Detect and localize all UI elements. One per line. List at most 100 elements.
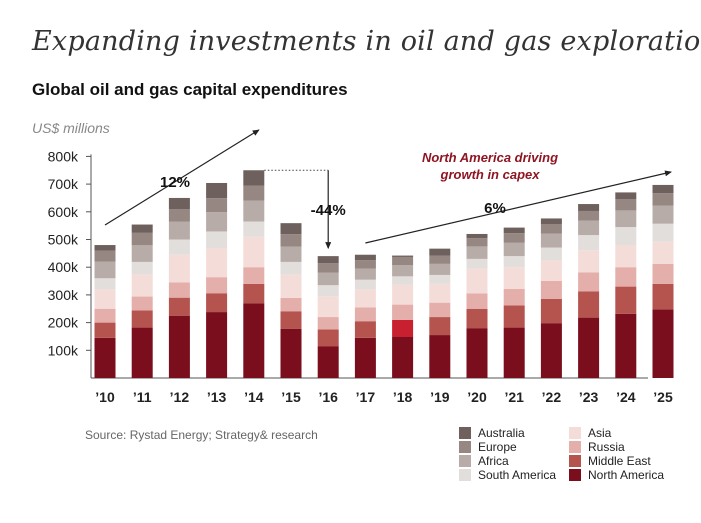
- bar-segment-africa: [392, 265, 414, 277]
- bar-segment-asia: [317, 296, 339, 318]
- bar-segment-africa: [466, 246, 488, 259]
- bar-segment-north-america: [429, 335, 451, 378]
- bar-segment-middle-east: [578, 291, 600, 318]
- bar-segment-north-america: [652, 309, 674, 378]
- bar-segment-africa: [131, 245, 153, 262]
- bar-segment-middle-east: [94, 322, 116, 338]
- bar-segment-australia: [354, 254, 376, 261]
- bar-segment-south-america: [131, 261, 153, 275]
- legend-swatch-asia: [569, 427, 581, 439]
- trend-arrow-12: [104, 129, 260, 226]
- bar-segment-russia: [168, 282, 190, 298]
- bar-segment-australia: [540, 218, 562, 224]
- bar-segment-australia: [652, 184, 674, 194]
- y-tick-label: 600k: [48, 204, 79, 220]
- legend-swatch-middle-east: [569, 455, 581, 467]
- bar-segment-africa: [540, 233, 562, 248]
- bar-segment-europe: [503, 233, 525, 243]
- bar-segment-north-america: [503, 327, 525, 378]
- bar-segment-europe: [615, 199, 637, 211]
- bar-segment-middle-east: [652, 283, 674, 310]
- bar-segment-asia: [652, 241, 674, 264]
- legend-item-australia: Australia: [459, 426, 556, 440]
- x-tick-label: ’15: [281, 389, 301, 405]
- legend-column-1: Australia Europe Africa South America: [459, 426, 556, 482]
- bar-segment-asia: [466, 268, 488, 294]
- legend-swatch-europe: [459, 441, 471, 453]
- bar-segment-south-america: [429, 274, 451, 284]
- x-tick-label: ’17: [356, 389, 376, 405]
- bars-layer: [94, 170, 674, 378]
- bar-segment-middle-east: [168, 297, 190, 316]
- legend-item-north-america: North America: [569, 468, 664, 482]
- x-tick-label: ’10: [95, 389, 115, 405]
- bar-segment-russia: [206, 277, 228, 294]
- bar-segment-north-america: [578, 317, 600, 378]
- y-tick-label: 200k: [48, 315, 79, 331]
- legend-column-2: Asia Russia Middle East North America: [569, 426, 664, 482]
- legend-item-south-america: South America: [459, 468, 556, 482]
- x-tick-label: ’22: [542, 389, 562, 405]
- y-tick-label: 400k: [48, 259, 79, 275]
- headline: Expanding investments in oil and gas exp…: [32, 26, 701, 57]
- bar-segment-australia: [317, 256, 339, 264]
- bar-segment-middle-east: [429, 317, 451, 336]
- annotation-layer: 12% -44% 6% North America driving growth in …: [104, 129, 672, 250]
- bar-segment-australia: [392, 255, 414, 257]
- bar-segment-russia: [503, 288, 525, 306]
- bar-segment-russia: [615, 267, 637, 287]
- bar-segment-africa: [429, 263, 451, 275]
- bar-segment-europe: [206, 198, 228, 213]
- bar-segment-south-america: [354, 279, 376, 290]
- stacked-bar-chart: 100k 200k 300k 400k 500k 600k 700k 800k ’10 ’11 ’1…: [48, 129, 674, 405]
- bar-segment-north-america: [354, 337, 376, 378]
- x-tick-label: ’25: [653, 389, 673, 405]
- x-tick-label: ’21: [504, 389, 524, 405]
- trend-arrow-6: [365, 170, 672, 244]
- bar-segment-middle-east: [466, 308, 488, 329]
- bar-segment-north-america: [94, 337, 116, 378]
- bar-segment-middle-east: [615, 286, 637, 314]
- legend-label: Africa: [478, 454, 509, 468]
- bar-segment-australia: [243, 170, 265, 186]
- bar-segment-europe: [652, 193, 674, 206]
- x-tick-label: ’19: [430, 389, 450, 405]
- bar-segment-north-america: [206, 312, 228, 378]
- bar-segment-africa: [168, 221, 190, 240]
- x-tick-label: ’24: [616, 389, 636, 405]
- annotation-6-percent: 6%: [484, 200, 506, 217]
- bar-segment-north-america: [131, 327, 153, 378]
- y-tick-label: 800k: [48, 148, 79, 164]
- legend-label: North America: [588, 468, 665, 482]
- bar-segment-middle-east: [131, 310, 153, 328]
- bar-segment-australia: [615, 192, 637, 200]
- bar-segment-europe: [131, 232, 153, 246]
- legend-swatch-russia: [569, 441, 581, 453]
- x-tick-label: ’11: [133, 389, 152, 405]
- bar-segment-australia: [578, 204, 600, 211]
- bar-segment-asia: [354, 289, 376, 308]
- legend-item-russia: Russia: [569, 440, 664, 454]
- source-note: Source: Rystad Energy; Strategy& researc…: [85, 428, 318, 442]
- bar-segment-middle-east: [392, 319, 414, 338]
- bar-segment-asia: [206, 248, 228, 278]
- bar-segment-south-america: [317, 285, 339, 297]
- bar-segment-africa: [354, 268, 376, 280]
- legend-label: Europe: [478, 440, 517, 454]
- bar-segment-north-america: [243, 303, 265, 378]
- bar-segment-europe: [429, 255, 451, 264]
- bar-segment-africa: [243, 200, 265, 222]
- x-tick-label: ’14: [244, 389, 264, 405]
- y-tick-label: 300k: [48, 287, 79, 303]
- legend-label: South America: [478, 468, 557, 482]
- bar-segment-asia: [280, 274, 302, 298]
- bar-segment-asia: [540, 259, 562, 281]
- bar-segment-australia: [206, 182, 228, 199]
- bar-segment-middle-east: [317, 329, 339, 347]
- bar-segment-australia: [131, 224, 153, 233]
- bar-segment-middle-east: [540, 298, 562, 324]
- bar-segment-russia: [392, 304, 414, 320]
- bar-segment-south-america: [94, 278, 116, 290]
- bar-segment-europe: [578, 210, 600, 221]
- legend-label: Middle East: [588, 454, 651, 468]
